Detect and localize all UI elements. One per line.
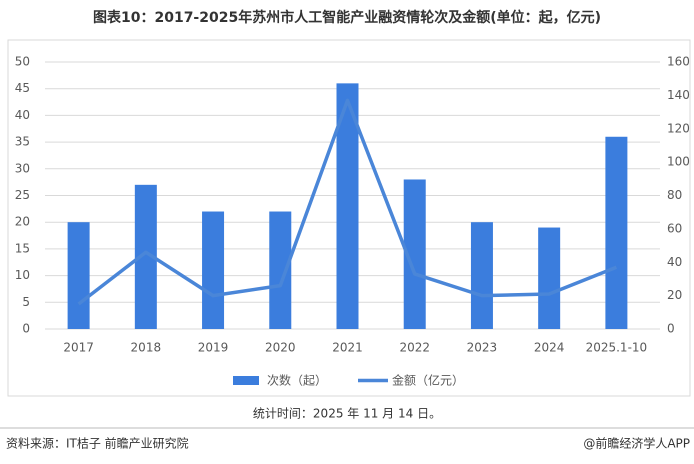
chart-title: 图表10：2017-2025年苏州市人工智能产业融资情轮次及金额(单位：起，亿元… xyxy=(93,9,601,26)
bar xyxy=(403,179,426,329)
y-tick-label: 15 xyxy=(15,241,30,255)
bar xyxy=(605,136,628,329)
y-tick-label: 40 xyxy=(15,108,30,122)
y2-tick-label: 100 xyxy=(667,155,690,169)
y-tick-label: 35 xyxy=(15,135,30,149)
y-tick-label: 20 xyxy=(15,215,30,229)
y2-tick-label: 120 xyxy=(667,121,690,135)
bar xyxy=(470,222,493,329)
bar xyxy=(67,222,90,329)
y-tick-label: 0 xyxy=(22,322,30,336)
x-tick-label: 2025.1-10 xyxy=(586,341,648,355)
y-tick-label: 5 xyxy=(22,295,30,309)
bar xyxy=(134,184,157,329)
x-tick-label: 2019 xyxy=(198,341,229,355)
bar xyxy=(336,83,359,329)
y2-tick-label: 160 xyxy=(667,55,690,69)
source: 资料来源：IT桔子 前瞻产业研究院 xyxy=(6,436,189,451)
y-tick-label: 45 xyxy=(15,81,30,95)
brand: @前瞻经济学人APP xyxy=(583,436,690,451)
legend-label: 次数（起） xyxy=(267,373,327,388)
y2-tick-label: 80 xyxy=(667,188,682,202)
x-tick-label: 2018 xyxy=(131,341,162,355)
x-tick-label: 2023 xyxy=(467,341,498,355)
legend-label: 金额（亿元） xyxy=(392,373,464,388)
x-tick-label: 2017 xyxy=(63,341,94,355)
y2-tick-label: 20 xyxy=(667,288,682,302)
x-tick-label: 2021 xyxy=(332,341,363,355)
y2-tick-label: 60 xyxy=(667,221,682,235)
x-tick-label: 2022 xyxy=(399,341,430,355)
line xyxy=(77,98,618,306)
chart-frame xyxy=(7,39,691,397)
note: 统计时间：2025 年 11 月 14 日。 xyxy=(253,407,441,421)
y2-tick-label: 40 xyxy=(667,255,682,269)
y2-tick-label: 0 xyxy=(667,322,675,336)
y-tick-label: 30 xyxy=(15,161,30,175)
y-tick-label: 25 xyxy=(15,188,30,202)
legend-swatch xyxy=(233,376,259,385)
y-tick-label: 50 xyxy=(15,55,30,69)
bar xyxy=(202,211,225,329)
x-tick-label: 2024 xyxy=(534,341,565,355)
bar xyxy=(538,227,561,329)
y2-tick-label: 140 xyxy=(667,88,690,102)
x-tick-label: 2020 xyxy=(265,341,296,355)
bar xyxy=(269,211,292,329)
y-tick-label: 10 xyxy=(15,268,30,282)
